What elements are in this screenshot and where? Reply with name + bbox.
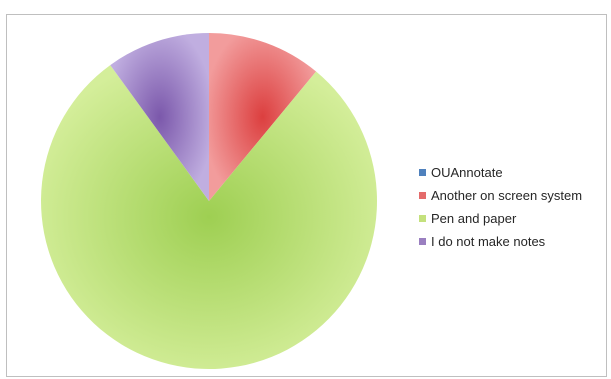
legend-item: Another on screen system	[419, 184, 582, 207]
pie-slice-i-do-not-make-notes	[110, 33, 209, 201]
legend-label: I do not make notes	[431, 234, 546, 249]
legend-swatch	[419, 215, 426, 222]
legend-label: Pen and paper	[431, 211, 517, 226]
legend-label: OUAnnotate	[431, 165, 503, 180]
legend-label: Another on screen system	[431, 188, 583, 203]
pie-slice-another-on-screen-system	[209, 33, 317, 201]
legend-item: OUAnnotate	[419, 161, 582, 184]
legend-swatch	[419, 238, 426, 245]
pie-slice-pen-and-paper	[41, 65, 378, 369]
pie-chart	[41, 33, 378, 369]
chart-area: OUAnnotate Another on screen system Pen an…	[6, 14, 607, 377]
legend-item: I do not make notes	[419, 230, 582, 253]
legend: OUAnnotate Another on screen system Pen an…	[419, 161, 582, 253]
legend-swatch	[419, 169, 426, 176]
legend-swatch	[419, 192, 426, 199]
legend-item: Pen and paper	[419, 207, 582, 230]
